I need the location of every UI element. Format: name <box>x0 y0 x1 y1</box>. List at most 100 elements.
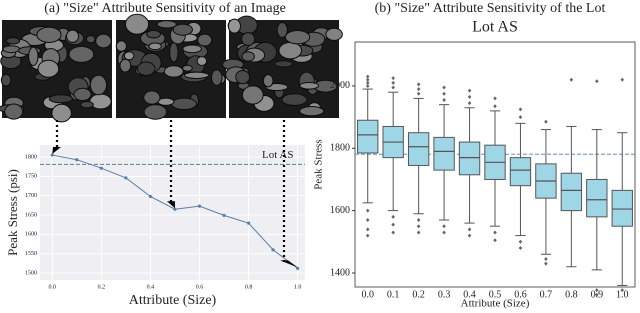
flier <box>442 85 446 90</box>
flier <box>365 80 370 85</box>
box <box>560 172 583 212</box>
flier <box>493 238 497 243</box>
x-tick-label: 0.7 <box>540 289 553 300</box>
rock <box>281 93 308 106</box>
rock <box>182 64 193 72</box>
data-point <box>50 153 54 157</box>
x-tick-label: 0.1 <box>387 289 400 300</box>
caption-b: (b) "Size" Attribute Sensitivity of the … <box>375 1 606 16</box>
y-axis-label: Peak Stress (psi) <box>5 169 20 256</box>
flier <box>416 91 421 96</box>
flier <box>391 222 395 227</box>
x-axis-label: Attribute (Size) <box>129 293 217 308</box>
flier <box>365 74 370 79</box>
chart-title: Lot AS <box>472 19 518 36</box>
flier <box>518 246 523 251</box>
flier <box>442 230 446 235</box>
box <box>586 178 608 218</box>
arrow-head <box>280 260 298 268</box>
image-strip <box>0 13 343 123</box>
flier <box>391 80 395 85</box>
box <box>433 136 455 171</box>
data-point <box>124 176 128 180</box>
flier <box>467 227 472 232</box>
box <box>357 119 379 154</box>
rock <box>119 58 132 73</box>
x-tick-label: 0.4 <box>463 289 476 300</box>
flier <box>416 230 421 235</box>
data-point <box>99 166 103 170</box>
data-point <box>197 204 202 208</box>
rock <box>325 27 343 41</box>
y-tick-label: 1600 <box>330 205 350 216</box>
rock <box>227 18 241 34</box>
data-point <box>222 213 226 218</box>
x-tick-label: 1.0 <box>616 289 629 300</box>
y-tick-label: 1800 <box>330 143 350 154</box>
flier <box>518 115 523 120</box>
rock <box>51 103 72 123</box>
rock <box>89 74 108 96</box>
flier <box>365 227 370 232</box>
flier <box>595 79 599 84</box>
rock <box>197 33 213 47</box>
rock <box>299 106 325 117</box>
x-tick-label: 0.6 <box>514 289 527 300</box>
rock <box>124 13 150 35</box>
rock <box>36 26 62 43</box>
rock <box>37 59 60 78</box>
rock <box>169 42 179 63</box>
rock <box>5 37 21 45</box>
arrow-head <box>52 147 61 155</box>
rock <box>156 20 177 29</box>
y-tick-label: 1550 <box>25 251 37 257</box>
flier <box>467 88 472 93</box>
flier <box>416 217 421 222</box>
x-tick-label: 0.0 <box>361 289 374 300</box>
rock <box>95 33 112 49</box>
rock <box>299 81 320 90</box>
flier <box>595 292 599 297</box>
flier <box>365 233 370 238</box>
rock <box>0 73 12 87</box>
flier <box>416 82 421 87</box>
flier <box>442 91 446 96</box>
rock <box>183 71 210 79</box>
flier <box>467 233 472 238</box>
data-point <box>271 248 275 252</box>
rock <box>163 65 184 78</box>
flier <box>365 208 370 213</box>
caption-a: (a) "Size" Attribute Sensitivity of an I… <box>44 1 286 16</box>
x-tick-label: 0.2 <box>98 284 106 290</box>
rock <box>172 23 193 36</box>
flier <box>365 83 370 88</box>
x-tick-label: 0.4 <box>147 284 155 290</box>
flier <box>518 107 523 112</box>
rock <box>171 97 198 110</box>
x-tick-label: 0.6 <box>196 284 204 290</box>
rock <box>89 93 112 110</box>
plot-area <box>40 145 305 280</box>
arrow-head <box>167 201 175 209</box>
rock <box>4 103 24 120</box>
data-point <box>75 158 79 162</box>
x-tick-label: 0.2 <box>412 289 425 300</box>
rock <box>123 51 135 61</box>
box <box>611 189 633 227</box>
x-tick-label: 0.5 <box>489 289 502 300</box>
rock <box>85 35 96 44</box>
rock <box>210 69 223 86</box>
rock <box>262 74 274 88</box>
rock <box>182 44 202 54</box>
rock <box>143 104 168 120</box>
rock <box>241 32 256 46</box>
y-tick-label: 1700 <box>25 193 37 199</box>
y-axis-label: Peak Stress <box>313 139 325 189</box>
rock <box>196 56 208 67</box>
flier <box>493 96 497 101</box>
x-tick-label: 0.8 <box>565 289 578 300</box>
y-tick-label: 1600 <box>25 232 37 238</box>
rock <box>146 29 162 39</box>
rock <box>48 94 73 104</box>
